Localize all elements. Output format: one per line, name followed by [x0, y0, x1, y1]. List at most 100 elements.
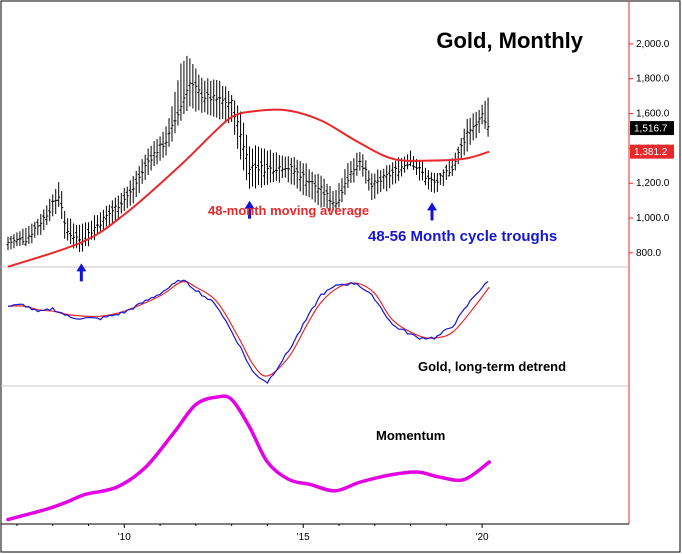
price-bar — [66, 218, 70, 241]
price-bar — [403, 156, 407, 173]
momentum-label: Momentum — [376, 428, 445, 443]
price-bar — [480, 104, 484, 125]
price-bar — [15, 232, 19, 247]
axes-layer: 800.01,000.01,200.01,400.01,600.01,800.0… — [16, 39, 674, 543]
price-bar — [161, 131, 165, 158]
price-bar — [453, 152, 457, 171]
price-bar — [256, 146, 260, 185]
price-bar — [81, 223, 85, 252]
price-bar — [143, 154, 147, 181]
ma-value-label: 1,381.2 — [630, 144, 674, 159]
arrow-head — [76, 263, 87, 272]
price-bar — [12, 234, 16, 249]
price-bar — [370, 173, 374, 201]
price-bar — [98, 212, 102, 233]
price-tick-label: 1,200.0 — [636, 178, 670, 189]
price-bar — [426, 170, 430, 190]
last-price-label-bg — [630, 121, 674, 136]
price-bar — [36, 218, 40, 236]
price-tick-label: 2,000.0 — [636, 39, 670, 50]
price-bar — [227, 90, 231, 124]
price-tick-label: 800.0 — [636, 248, 661, 259]
price-bar — [119, 192, 123, 214]
price-bar — [110, 200, 114, 225]
price-bar — [137, 166, 141, 194]
price-bar — [307, 169, 311, 198]
price-bar — [54, 188, 58, 215]
price-bar — [146, 148, 150, 176]
ma-value-label-bg — [630, 144, 674, 159]
ma-annotation: 48-month moving average — [208, 203, 369, 218]
price-bar — [179, 63, 183, 121]
price-bar — [248, 146, 252, 189]
price-bar — [456, 146, 460, 165]
last-price-label-text: 1,516.7 — [634, 124, 668, 135]
price-bar — [462, 128, 466, 156]
price-bar — [21, 228, 25, 245]
price-bar — [346, 162, 350, 189]
momentum-panel — [6, 394, 492, 522]
price-bar — [122, 187, 126, 211]
price-bar — [334, 190, 338, 209]
price-bar — [373, 173, 377, 199]
price-panel — [6, 55, 490, 282]
price-bar — [125, 186, 129, 209]
price-bar — [191, 63, 195, 109]
price-bar — [131, 176, 135, 204]
price-bar — [441, 169, 445, 187]
price-bar — [486, 97, 490, 137]
price-bar — [471, 113, 475, 141]
arrow-head — [244, 200, 255, 209]
price-bar — [283, 156, 287, 178]
price-bar — [406, 154, 410, 170]
price-bar — [474, 111, 478, 139]
price-bar — [409, 150, 413, 167]
price-bar — [322, 178, 326, 207]
cycle-trough-arrow — [76, 263, 87, 282]
price-bar — [45, 205, 49, 225]
price-bar — [274, 152, 278, 181]
price-bar — [397, 157, 401, 181]
price-bar — [188, 58, 192, 107]
price-bar — [435, 173, 439, 193]
price-bar — [259, 148, 263, 188]
price-bar — [376, 169, 380, 195]
price-tick-label: 1,600.0 — [636, 109, 670, 120]
price-bar — [116, 195, 120, 219]
price-bar — [84, 222, 88, 246]
price-bar — [391, 162, 395, 185]
price-bar — [379, 170, 383, 193]
price-bar — [310, 171, 314, 200]
price-bar — [423, 167, 427, 186]
ma-value-label-text: 1,381.2 — [634, 147, 668, 158]
price-bar — [69, 218, 73, 245]
price-bar — [24, 227, 28, 247]
price-bar — [420, 161, 424, 181]
price-bar — [215, 80, 219, 118]
price-bar — [277, 154, 281, 183]
price-bar — [209, 80, 213, 116]
price-bar — [477, 109, 481, 133]
price-bar — [337, 183, 341, 208]
price-bar — [167, 118, 171, 147]
price-bar — [331, 190, 335, 212]
price-bar — [72, 223, 76, 249]
x-tick-label: '10 — [118, 532, 131, 543]
price-bar — [203, 80, 207, 113]
price-bar — [113, 197, 117, 221]
price-bar — [197, 74, 201, 111]
chart-title: Gold, Monthly — [436, 28, 583, 53]
price-bar — [173, 91, 177, 134]
price-bar — [271, 153, 275, 182]
price-bar — [447, 161, 451, 177]
last-price-label: 1,516.7 — [630, 121, 674, 136]
detrend-panel — [7, 279, 490, 385]
price-bar — [185, 55, 189, 112]
cycle-trough-arrow — [427, 202, 438, 221]
price-bar — [251, 148, 255, 187]
price-bar — [63, 210, 67, 239]
price-bar — [286, 156, 290, 183]
price-bar — [39, 213, 43, 235]
price-bar — [218, 80, 222, 120]
price-bar — [313, 174, 317, 203]
